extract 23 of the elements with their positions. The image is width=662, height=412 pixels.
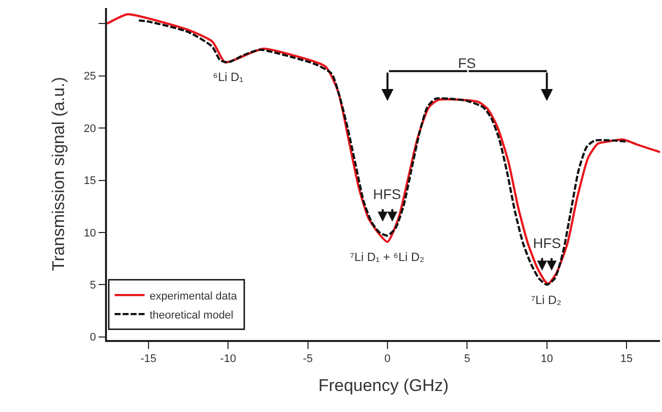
annotation: ⁷Li D₂ (531, 293, 562, 307)
annotation: HFS (533, 235, 561, 251)
x-tick-label: -5 (302, 352, 313, 365)
y-tick-label: 15 (84, 175, 96, 188)
annotation: HFS (373, 186, 401, 202)
x-tick-label: 0 (384, 352, 391, 365)
y-tick-label: 5 (90, 280, 96, 292)
legend-label: experimental data (150, 290, 238, 302)
y-axis-title: Transmission signal (a.u.) (48, 77, 68, 271)
annotation: ⁶Li D₁ (213, 70, 244, 84)
x-tick-label: 5 (464, 352, 470, 365)
x-axis-title: Frequency (GHz) (318, 376, 449, 395)
x-tick-label: -10 (220, 352, 236, 365)
x-tick-label: 15 (620, 352, 633, 365)
y-tick-label: 25 (84, 70, 96, 83)
annotation: FS (458, 55, 476, 71)
x-tick-label: -15 (140, 352, 156, 365)
x-tick-label: 10 (540, 352, 553, 365)
y-tick-label: 20 (84, 122, 96, 135)
annotation: ⁷Li D₁ + ⁶Li D₂ (350, 250, 425, 264)
legend-label: theoretical model (150, 309, 234, 322)
y-tick-label: 0 (90, 332, 96, 344)
y-tick-label: 10 (84, 227, 96, 240)
